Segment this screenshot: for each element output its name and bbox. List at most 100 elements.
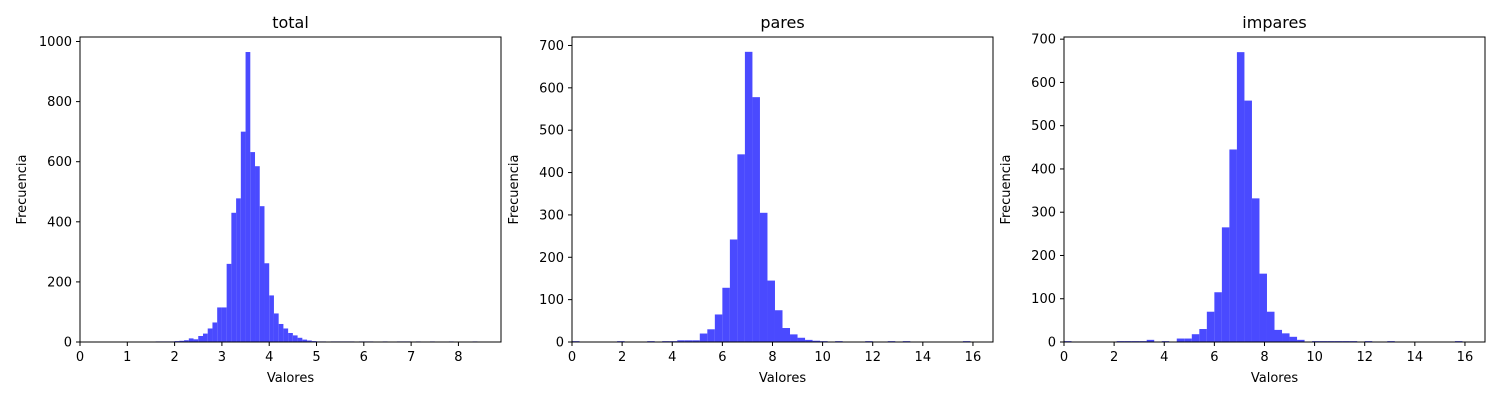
- y-tick-label: 0: [64, 336, 72, 351]
- chart-panel-total: 0 1 2 3 4 5 6 7 8 0 200 400 600 800 1000 total Valores Fr…: [15, 13, 502, 386]
- histogram-bar: [240, 131, 246, 342]
- histogram-bar: [677, 340, 685, 342]
- histogram-bar: [812, 340, 821, 342]
- histogram-bar: [297, 337, 303, 342]
- histogram-bar: [1184, 338, 1192, 342]
- y-tick-label: 700: [539, 39, 564, 54]
- plot-frame: [79, 36, 502, 343]
- histogram-bar: [212, 322, 218, 342]
- y-tick-label: 500: [1031, 119, 1056, 134]
- histogram-bar: [283, 328, 289, 342]
- histogram-bar: [236, 198, 241, 342]
- histogram-bar: [259, 206, 265, 342]
- y-axis-label: Frecuencia: [15, 155, 30, 225]
- x-axis-label: Valores: [1251, 371, 1298, 386]
- x-tick-label: 7: [407, 350, 415, 365]
- histogram-bar: [1266, 311, 1275, 342]
- y-tick-label: 0: [1048, 336, 1056, 351]
- x-tick-label: 12: [864, 350, 881, 365]
- histogram-bar: [273, 313, 279, 342]
- x-tick-label: 8: [768, 350, 776, 365]
- y-tick-label: 700: [1031, 33, 1056, 48]
- y-tick-label: 200: [47, 275, 72, 290]
- histogram-bar: [1274, 329, 1283, 342]
- histogram-bar: [684, 340, 693, 342]
- chart-title: pares: [760, 13, 804, 32]
- histogram-bar: [767, 280, 775, 342]
- x-tick-label: 0: [76, 350, 84, 365]
- histogram-bar: [217, 307, 222, 342]
- x-tick-label: 14: [1407, 350, 1424, 365]
- histogram-bar: [221, 307, 227, 342]
- y-tick-label: 1000: [39, 35, 72, 50]
- x-axis-label: Valores: [267, 371, 314, 386]
- histogram-bar: [752, 97, 760, 343]
- histogram-bar: [1282, 333, 1290, 342]
- histogram-bar: [707, 329, 715, 342]
- y-tick-label: 600: [1031, 76, 1056, 91]
- chart-panel-impares: 0 2 4 6 8 10 12 14 16 0 100 200 300 400 500 600 700 impar…: [999, 13, 1486, 386]
- chart-title: total: [272, 13, 309, 32]
- histogram-bar: [179, 340, 185, 342]
- histogram-bar: [1146, 339, 1155, 342]
- y-tick-label: 100: [1031, 292, 1056, 307]
- y-tick-label: 0: [556, 336, 564, 351]
- histogram-bar: [1229, 149, 1237, 342]
- histogram-bar: [292, 335, 298, 342]
- y-tick-label: 500: [539, 124, 564, 139]
- histogram-bar: [744, 51, 753, 342]
- y-tick-label: 100: [539, 293, 564, 308]
- histogram-bar: [1176, 338, 1185, 342]
- y-axis-label: Frecuencia: [999, 155, 1014, 225]
- histogram-bar: [1221, 227, 1230, 342]
- histogram-bar: [198, 335, 203, 342]
- x-tick-label: 5: [312, 350, 320, 365]
- x-tick-label: 8: [454, 350, 462, 365]
- chart-panel-pares: 0 2 4 6 8 10 12 14 16 0 100 200 300 400 500 600 700 pares…: [507, 13, 994, 386]
- histogram-bar: [759, 212, 768, 342]
- x-tick-label: 10: [1306, 350, 1323, 365]
- histogram-bar: [231, 212, 237, 342]
- x-tick-label: 16: [1457, 350, 1474, 365]
- x-tick-label: 3: [218, 350, 226, 365]
- x-tick-label: 0: [1060, 350, 1068, 365]
- histogram-bar: [722, 287, 730, 342]
- histogram-bar: [255, 166, 260, 342]
- histogram-bar: [797, 337, 806, 342]
- histogram-bar: [264, 263, 270, 342]
- x-tick-label: 2: [170, 350, 178, 365]
- chart-title: impares: [1242, 13, 1306, 32]
- histogram-bar: [184, 340, 189, 342]
- histogram-bar: [1259, 273, 1267, 342]
- histogram-bar: [805, 339, 813, 342]
- y-tick-label: 400: [47, 215, 72, 230]
- histogram-bar: [699, 333, 708, 342]
- histogram-bar: [269, 295, 274, 342]
- x-tick-label: 16: [965, 350, 982, 365]
- histogram-bar: [1289, 336, 1298, 342]
- histogram-bar: [1297, 339, 1305, 342]
- y-tick-label: 600: [539, 81, 564, 96]
- histogram-bar: [207, 328, 213, 342]
- histogram-bar: [245, 52, 251, 343]
- histogram-bar: [714, 314, 723, 342]
- y-tick-label: 600: [47, 155, 72, 170]
- histogram-bar: [782, 328, 791, 342]
- histogram-bar: [226, 263, 232, 342]
- plot-frame: [571, 36, 994, 343]
- x-tick-label: 1: [123, 350, 131, 365]
- plot-frame: [1063, 36, 1486, 343]
- histogram-bar: [307, 340, 312, 342]
- histogram-bar: [790, 334, 798, 343]
- y-axis-label: Frecuencia: [507, 155, 522, 225]
- x-tick-label: 10: [814, 350, 831, 365]
- x-tick-label: 4: [265, 350, 273, 365]
- x-tick-label: 4: [1160, 350, 1168, 365]
- x-tick-label: 2: [1110, 350, 1118, 365]
- histogram-bar: [1199, 329, 1207, 342]
- x-tick-label: 6: [718, 350, 726, 365]
- y-tick-label: 300: [539, 208, 564, 223]
- histogram-bar: [1251, 198, 1260, 342]
- histogram-bar: [737, 154, 745, 342]
